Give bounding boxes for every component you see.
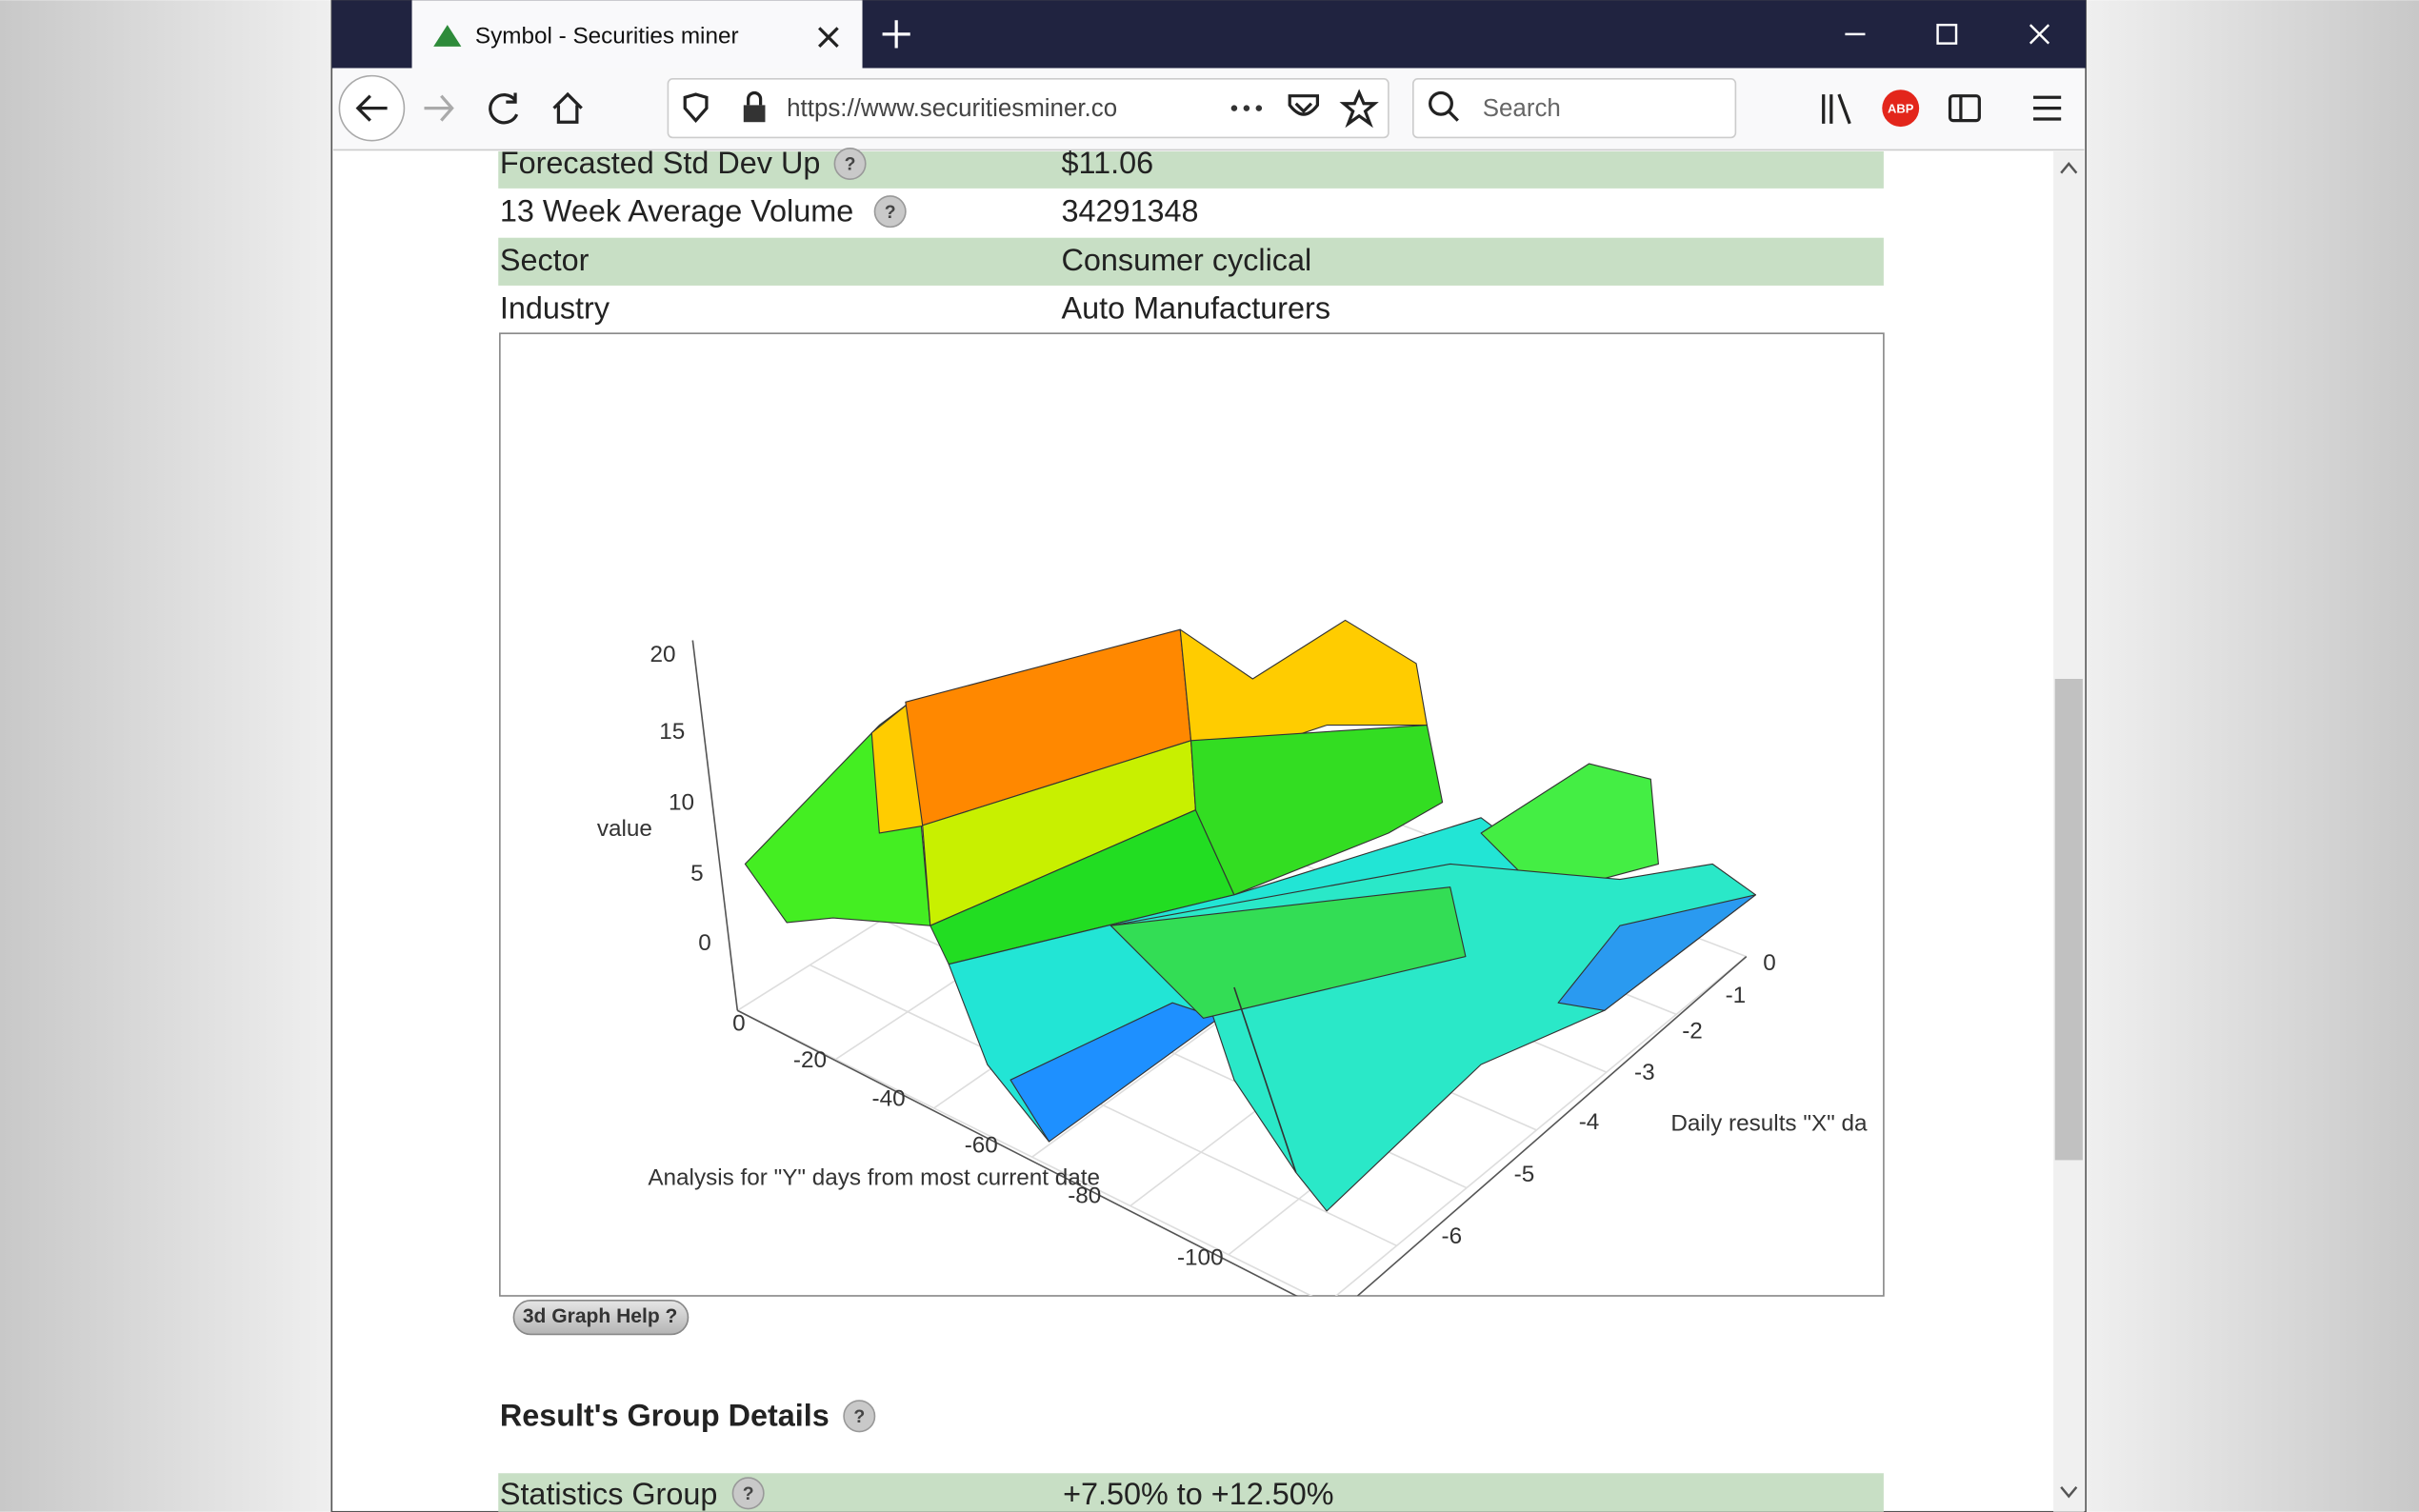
x-axis-label: Daily results "X" da (1670, 1111, 1868, 1137)
x-tick-label: -6 (1442, 1224, 1463, 1249)
new-tab[interactable] (882, 20, 910, 49)
row-value: Auto Manufacturers (1061, 290, 1330, 325)
z-tick-label: 10 (669, 790, 694, 816)
search-icon-handle (1447, 109, 1459, 122)
row-band (498, 1473, 1884, 1512)
help-icon[interactable]: ? (843, 1400, 876, 1433)
y-tick-label: -80 (1068, 1184, 1101, 1209)
y-tick-label: -60 (965, 1132, 998, 1158)
search-bar[interactable] (1412, 78, 1737, 139)
surface (744, 619, 1757, 1212)
lock-shackle (747, 90, 763, 106)
help-icon-text: ? (853, 1406, 865, 1427)
x-tick-label: -2 (1682, 1018, 1703, 1044)
stat-value: +7.50% to +12.50% (1063, 1477, 1333, 1511)
lock-icon (743, 105, 766, 123)
row-value: $11.06 (1061, 146, 1153, 180)
row-value: 34291348 (1061, 193, 1198, 228)
home-button[interactable] (552, 91, 583, 124)
help-icon[interactable]: ? (833, 147, 867, 180)
x-tick-label: 0 (1763, 950, 1776, 976)
tab-icon (433, 25, 462, 47)
x-tick-label: -3 (1634, 1060, 1655, 1085)
row-value: Consumer cyclical (1061, 243, 1311, 277)
bookmark-star[interactable] (1339, 89, 1379, 129)
reload-button[interactable] (489, 92, 519, 125)
row-band (498, 151, 1884, 189)
row-label: 13 Week Average Volume (500, 193, 853, 228)
y-axis (736, 1009, 1298, 1296)
y-tick-label: 0 (732, 1010, 746, 1036)
row-label: Forecasted Std Dev Up (500, 146, 821, 180)
stat-label: Statistics Group (500, 1477, 718, 1511)
back-icon (355, 94, 388, 122)
z-tick-label: 5 (690, 861, 704, 886)
library-icon[interactable] (1822, 93, 1851, 125)
y-tick-label: -40 (872, 1086, 906, 1112)
graph[interactable]: 20 15 10 5 0 0 -20 -40 -60 -80 -100 0 -1 -2 -3 -4 -5 -6 v… (597, 619, 1868, 1303)
scroll-up[interactable] (2060, 162, 2078, 174)
search-placeholder[interactable]: Search (1483, 95, 1561, 122)
close-window[interactable] (2029, 24, 2050, 45)
help-icon-text: ? (845, 154, 856, 175)
help-icon[interactable]: ? (873, 195, 907, 229)
forward-button[interactable] (424, 94, 454, 122)
abp-label: ABP (1888, 102, 1914, 116)
graph-help-label[interactable]: 3d Graph Help ? (523, 1305, 678, 1327)
x-tick-label: -5 (1514, 1162, 1535, 1187)
scrollbar-thumb[interactable] (2054, 679, 2083, 1161)
search-icon (1429, 90, 1453, 116)
help-icon-text: ? (885, 202, 896, 223)
tab[interactable] (411, 0, 863, 69)
sidebar-icon[interactable] (1948, 94, 1981, 123)
help-icon-text: ? (743, 1483, 754, 1504)
abp-icon[interactable] (1882, 90, 1920, 128)
shield-icon[interactable] (683, 92, 709, 124)
z-tick-label: 20 (650, 642, 675, 667)
menu-icon[interactable] (2033, 95, 2062, 121)
z-tick-label: 15 (659, 719, 685, 745)
y-axis-label: Analysis for "Y" days from most current … (648, 1164, 1100, 1190)
x-axis (1356, 955, 1748, 1296)
pocket-icon[interactable] (1288, 94, 1320, 116)
scroll-down[interactable] (2060, 1486, 2078, 1499)
help-icon[interactable]: ? (731, 1477, 765, 1510)
maximize[interactable] (1936, 23, 1958, 45)
row-label: Sector (500, 243, 590, 277)
graph-help-button[interactable] (512, 1300, 690, 1336)
floor-grid (1334, 955, 1748, 1296)
row-band (498, 237, 1884, 286)
url-fade (1180, 85, 1219, 131)
z-axis-label: value (597, 816, 652, 842)
tab-title: Symbol - Securities miner (475, 24, 739, 50)
x-tick-label: -4 (1579, 1109, 1600, 1135)
z-tick-label: 0 (698, 930, 711, 956)
row-label: Industry (500, 290, 610, 325)
y-tick-label: -100 (1177, 1245, 1224, 1271)
y-tick-label: -20 (793, 1047, 827, 1073)
section-title: Result's Group Details (500, 1398, 830, 1432)
tab-close[interactable] (818, 27, 839, 48)
page-actions[interactable] (1230, 105, 1263, 111)
x-tick-label: -1 (1726, 983, 1747, 1008)
url-text[interactable]: https://www.securitiesminer.co (787, 95, 1117, 122)
z-axis (691, 640, 739, 1011)
